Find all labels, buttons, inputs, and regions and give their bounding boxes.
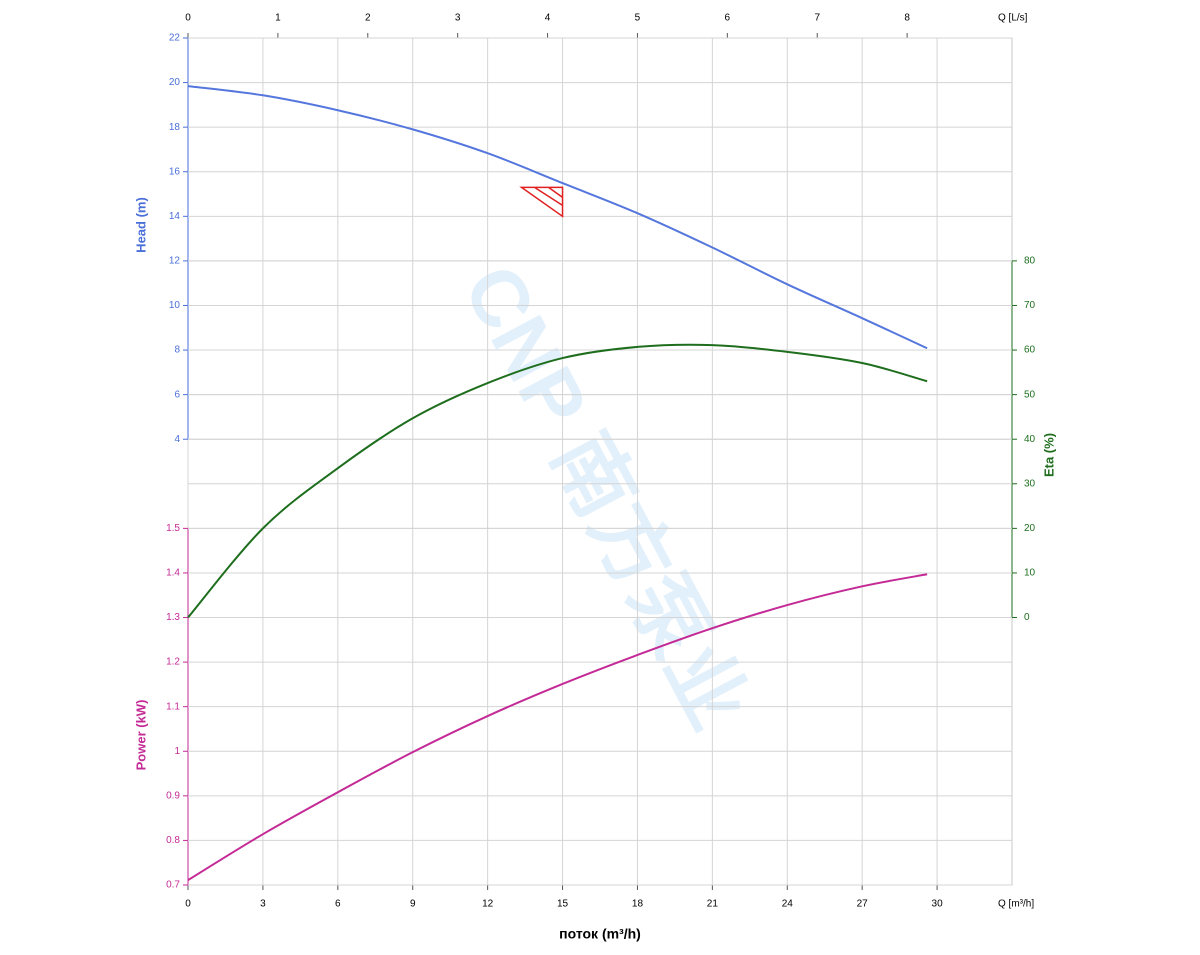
y-tick-label: 18	[169, 122, 181, 133]
x2-tick-label: 8	[904, 13, 910, 24]
y3-tick-label: 0.7	[166, 880, 180, 891]
x2-tick-label: 5	[635, 13, 641, 24]
y-tick-label: 12	[169, 256, 181, 267]
x-title: поток (m³/h)	[559, 926, 641, 942]
x-tick-label: 27	[857, 899, 869, 910]
y2-tick-label: 70	[1024, 300, 1036, 311]
y-tick-label: 20	[169, 77, 181, 88]
x-tick-label: 0	[185, 899, 191, 910]
x-tick-label: 30	[932, 899, 944, 910]
x2-unit-label: Q [L/s]	[998, 13, 1028, 24]
y3-tick-label: 1.5	[166, 523, 180, 534]
y-tick-label: 6	[174, 389, 180, 400]
y-tick-label: 4	[174, 434, 180, 445]
y2-tick-label: 40	[1024, 434, 1036, 445]
x-tick-label: 9	[410, 899, 416, 910]
x-tick-label: 12	[482, 899, 494, 910]
y-tick-label: 16	[169, 166, 181, 177]
x2-tick-label: 3	[455, 13, 461, 24]
watermark: CNP 南方泵业	[447, 251, 765, 743]
x-tick-label: 21	[707, 899, 719, 910]
x2-tick-label: 1	[275, 13, 281, 24]
x-unit-label: Q [m³/h]	[998, 899, 1034, 910]
x-tick-label: 6	[335, 899, 341, 910]
y2-tick-label: 0	[1024, 612, 1030, 623]
y2-tick-label: 80	[1024, 256, 1036, 267]
y-tick-label: 10	[169, 300, 181, 311]
y2-title: Eta (%)	[1041, 433, 1056, 477]
y3-tick-label: 0.8	[166, 835, 180, 846]
y3-tick-label: 1	[174, 746, 180, 757]
y3-tick-label: 1.3	[166, 612, 180, 623]
x-tick-label: 18	[632, 899, 644, 910]
x2-tick-label: 0	[185, 13, 191, 24]
y3-title: Power (kW)	[133, 700, 148, 771]
duty-point	[519, 186, 564, 218]
x-tick-label: 24	[782, 899, 794, 910]
curve	[187, 343, 928, 619]
y-tick-label: 14	[169, 211, 181, 222]
y3-tick-label: 1.1	[166, 701, 180, 712]
y-tick-label: 8	[174, 345, 180, 356]
x2-tick-label: 2	[365, 13, 371, 24]
x-tick-label: 15	[557, 899, 569, 910]
curve	[187, 573, 928, 881]
x2-tick-label: 7	[814, 13, 820, 24]
y3-tick-label: 0.9	[166, 790, 180, 801]
curve	[187, 85, 928, 350]
y-tick-label: 22	[169, 33, 181, 44]
y2-tick-label: 20	[1024, 523, 1036, 534]
y2-tick-label: 10	[1024, 568, 1036, 579]
y2-tick-label: 60	[1024, 345, 1036, 356]
y2-tick-label: 30	[1024, 478, 1036, 489]
y3-tick-label: 1.4	[166, 568, 180, 579]
y3-tick-label: 1.2	[166, 657, 180, 668]
x-tick-label: 3	[260, 899, 266, 910]
x2-tick-label: 4	[545, 13, 551, 24]
y-title: Head (m)	[133, 197, 148, 253]
y2-tick-label: 50	[1024, 389, 1036, 400]
x2-tick-label: 6	[725, 13, 731, 24]
